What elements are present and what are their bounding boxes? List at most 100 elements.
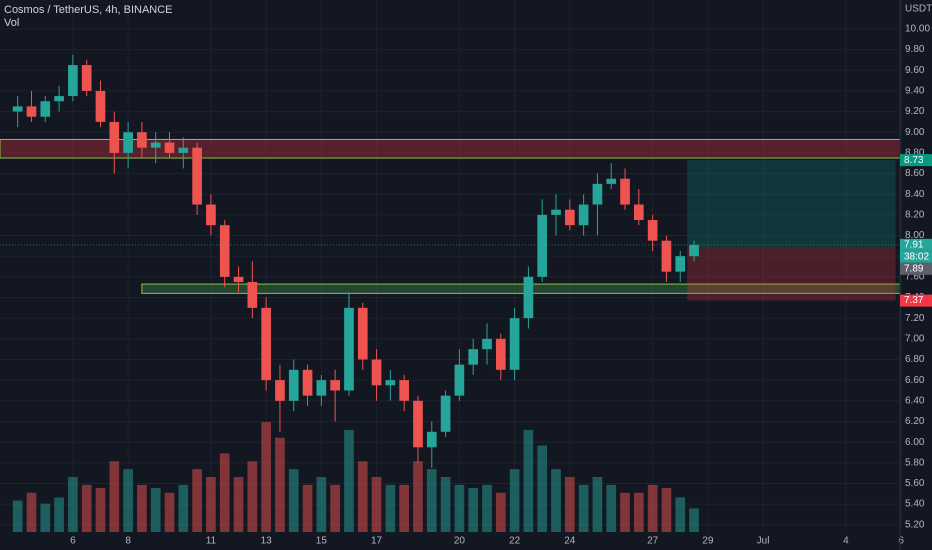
- countdown: 38:02: [904, 251, 929, 262]
- target-label: 8.73: [904, 155, 924, 166]
- candle-body: [399, 380, 410, 401]
- candles: [0, 54, 900, 468]
- candle-body: [288, 369, 299, 401]
- candle-body: [385, 380, 396, 386]
- candle-body: [344, 307, 354, 391]
- volume-bar: [344, 429, 354, 532]
- volume-bar: [426, 469, 437, 532]
- volume-bar: [302, 484, 313, 532]
- volume-bar: [399, 484, 410, 532]
- candle-body: [661, 240, 672, 272]
- volume-bar: [26, 492, 37, 532]
- y-tick-label: 5.60: [905, 478, 925, 489]
- volume-bar: [219, 453, 230, 532]
- x-tick-label: 15: [316, 536, 328, 547]
- entry-label-bg: [900, 262, 932, 275]
- volume-bar: [109, 461, 120, 532]
- volume-bar: [192, 469, 202, 532]
- volume-legend: Vol: [4, 17, 19, 29]
- y-tick-label: 6.60: [905, 375, 925, 386]
- y-tick-label: 10.00: [905, 24, 930, 35]
- candle-body: [468, 349, 479, 365]
- volume-bar: [675, 497, 686, 532]
- volume-bar: [68, 477, 78, 532]
- volume-bar: [482, 484, 492, 532]
- zones: [0, 138, 901, 301]
- zone: [0, 138, 901, 159]
- y-tick-label: 7.00: [905, 333, 925, 344]
- candle-body: [12, 106, 23, 112]
- candle-body: [137, 132, 147, 148]
- candle-body: [426, 431, 437, 448]
- y-tick-label: 7.20: [905, 313, 925, 324]
- volume-bar: [523, 429, 534, 532]
- y-tick-label: 5.40: [905, 499, 925, 510]
- candle-body: [219, 225, 230, 277]
- volume-bar: [495, 492, 506, 532]
- y-tick-label: 5.80: [905, 457, 925, 468]
- candle-body: [316, 380, 327, 396]
- candle-body: [454, 364, 465, 396]
- y-tick-label: 8.80: [905, 148, 925, 159]
- volume-bar: [468, 488, 479, 532]
- x-tick-label: 29: [702, 536, 714, 547]
- candle-body: [123, 132, 133, 153]
- volume-bar: [81, 484, 92, 532]
- x-tick-label: 6: [70, 536, 76, 547]
- volume-bar: [12, 500, 23, 532]
- volume-bar: [385, 484, 396, 532]
- volume-bar: [40, 503, 51, 532]
- volume-bar: [371, 477, 382, 532]
- x-tick-label: 27: [647, 536, 659, 547]
- candle-body: [164, 142, 175, 153]
- stop-label: 7.37: [904, 295, 924, 306]
- x-tick-label: 22: [509, 536, 521, 547]
- y-tick-label: 8.40: [905, 189, 925, 200]
- candle-body: [413, 400, 423, 448]
- axes: 10.00 9.80 9.60 9.40 9.20 9.00 8.80 8.60 8.40 8.2…: [70, 0, 932, 550]
- y-tick-label: 9.00: [905, 127, 925, 138]
- volume-bar: [150, 488, 161, 532]
- x-tick-label: 13: [261, 536, 273, 547]
- candle-body: [81, 65, 92, 91]
- volume-bar: [509, 469, 520, 532]
- y-tick-label: 9.60: [905, 65, 925, 76]
- candle-body: [233, 276, 244, 283]
- volume-bar: [413, 461, 423, 532]
- candle-body: [689, 244, 699, 257]
- volume-bar: [440, 477, 451, 532]
- volume-bar: [606, 484, 617, 532]
- volume-bar: [357, 461, 368, 532]
- volume-bar: [95, 488, 106, 532]
- candle-body: [95, 90, 106, 122]
- position-stop: [687, 246, 896, 301]
- y-tick-label: 5.20: [905, 519, 925, 530]
- volume-bar: [247, 461, 258, 532]
- candle-body: [537, 214, 548, 277]
- candle-body: [634, 204, 644, 221]
- last-price-label: 7.91: [904, 239, 924, 250]
- volume-bar: [551, 469, 561, 532]
- target-label-bg: [900, 154, 932, 167]
- volume-bar: [647, 484, 658, 532]
- candle-body: [302, 369, 313, 396]
- candle-body: [247, 282, 258, 308]
- candle-body: [620, 178, 630, 205]
- volume-bar: [123, 469, 133, 532]
- volume-bar: [689, 508, 699, 532]
- volume-bar: [620, 492, 630, 532]
- volume-bar: [564, 477, 575, 532]
- y-tick-label: 6.00: [905, 437, 925, 448]
- x-tick-label: Jul: [757, 536, 770, 547]
- candle-body: [509, 318, 520, 370]
- candle-body: [495, 338, 506, 370]
- volume-bar: [275, 437, 285, 532]
- candle-body: [606, 178, 617, 184]
- y-tick-label: 9.80: [905, 44, 925, 55]
- x-tick-label: 6: [898, 536, 904, 547]
- candle-body: [578, 204, 589, 226]
- position-target: [687, 160, 896, 247]
- volume-pane: [12, 422, 699, 532]
